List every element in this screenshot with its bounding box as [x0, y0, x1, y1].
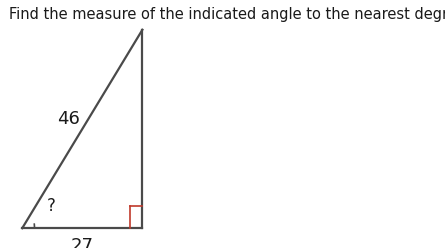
Text: 27: 27 — [71, 237, 94, 248]
Text: 46: 46 — [57, 110, 81, 128]
Text: ?: ? — [47, 197, 56, 215]
Text: Find the measure of the indicated angle to the nearest degree.: Find the measure of the indicated angle … — [9, 7, 445, 22]
